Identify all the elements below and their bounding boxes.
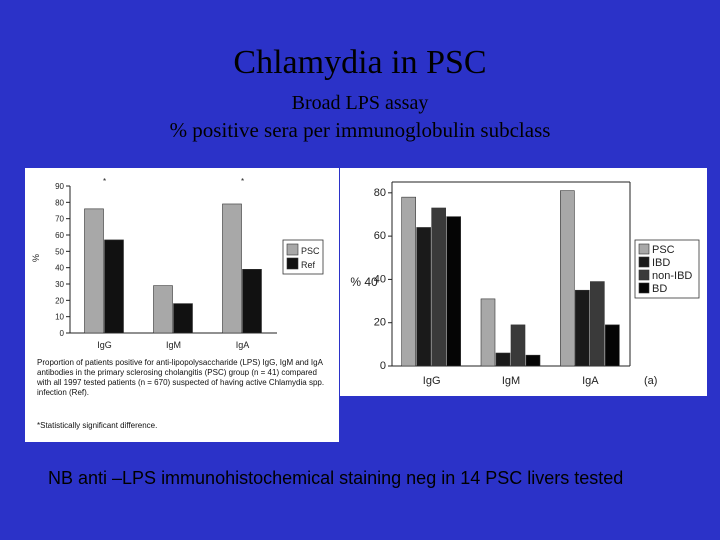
bar-bd-igg [446,216,461,367]
y-tick-label: 60 [55,231,64,240]
y-tick-label: 30 [55,280,64,289]
x-tick-label: IgM [166,340,181,350]
bar-bd-igm [525,354,541,367]
y-tick-label: 50 [55,247,64,256]
bar-non-ibd-iga [590,281,605,367]
bar-ibd-igm [495,352,511,367]
bar-psc-igg [401,196,416,367]
bar-psc-iga [560,190,575,367]
legend-label-psc: PSC [652,244,675,256]
y-tick-label: 0 [60,329,65,338]
y-axis-label: % 40 [350,275,378,289]
left-chart-footnote: *Statistically significant difference. [37,421,158,430]
note-text: NB anti –LPS immunohistochemical stainin… [48,468,624,488]
legend-label-non-ibd: non-IBD [652,270,692,282]
x-tick-label: IgA [582,375,599,387]
legend-swatch-bd [638,282,650,294]
legend-label-ref: Ref [301,260,316,270]
bar-ref-iga [242,269,262,334]
significance-marker: * [103,177,106,186]
bar-ibd-igg [416,227,431,367]
y-tick-label: 20 [55,296,64,305]
bar-non-ibd-igg [431,207,446,367]
y-tick-label: 80 [374,187,386,199]
bar-psc-igg [84,208,104,334]
y-tick-label: 70 [55,215,64,224]
y-axis-label: % [31,254,41,262]
panel-label: (a) [644,375,657,387]
significance-marker: * [241,177,244,186]
legend-swatch-psc [286,243,299,256]
legend-swatch-ibd [638,256,650,268]
bar-ref-igg [104,239,124,334]
slide-title: Chlamydia in PSC [233,44,487,81]
y-tick-label: 10 [55,313,64,322]
x-tick-label: IgG [423,375,441,387]
right-chart-panel: 0 20 40 60 80 % 40 IgG IgM IgA PSC IBD non-IBD BD (a) [340,168,707,396]
legend-swatch-ref [286,257,299,270]
y-tick-label: 60 [374,230,386,242]
y-tick-label: 80 [55,198,64,207]
slide-subtitle-assay: Broad LPS assay [291,92,429,114]
legend-label-ibd: IBD [652,257,670,269]
bar-psc-igm [480,298,496,367]
x-tick-label: IgG [97,340,112,350]
y-tick-label: 0 [380,360,386,372]
legend-swatch-psc [638,243,650,255]
bar-psc-igm [153,285,173,334]
left-bar-chart: 0 10 20 30 40 50 60 70 80 90% IgG * IgM IgA * PSC Ref [31,177,324,350]
x-tick-label: IgA [236,340,250,350]
y-tick-label: 90 [55,182,64,191]
legend-swatch-non-ibd [638,269,650,281]
slide-subtitle-measure: % positive sera per immunoglobulin subcl… [169,118,551,142]
legend-label-psc: PSC [301,246,320,256]
bar-ref-igm [173,303,193,334]
x-tick-label: IgM [502,375,520,387]
left-chart-caption: Proportion of patients positive for anti… [37,358,325,397]
bar-psc-iga [222,203,242,334]
left-chart-panel: 0 10 20 30 40 50 60 70 80 90% IgG * IgM IgA * PSC Ref Pr… [25,168,339,442]
y-tick-label: 40 [55,264,64,273]
y-tick-label: 20 [374,317,386,329]
bar-ibd-iga [575,289,590,367]
legend-label-bd: BD [652,283,667,295]
y-tick-label: 40 [374,273,386,285]
bar-non-ibd-igm [510,324,526,367]
bar-bd-iga [605,324,620,367]
